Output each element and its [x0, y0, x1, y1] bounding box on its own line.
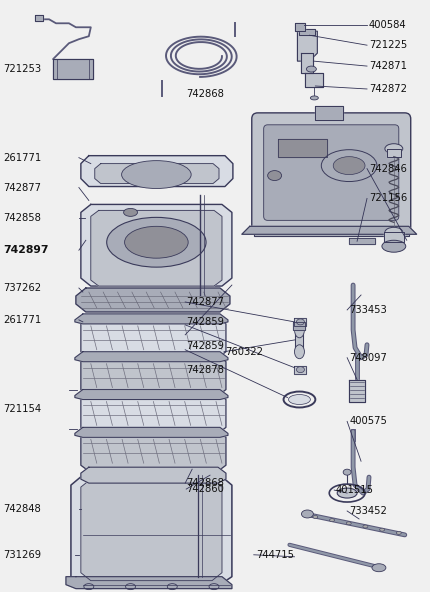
- Polygon shape: [349, 379, 365, 401]
- FancyBboxPatch shape: [264, 125, 399, 220]
- Polygon shape: [81, 318, 226, 358]
- Polygon shape: [81, 467, 226, 483]
- Text: 742860: 742860: [186, 484, 224, 494]
- Polygon shape: [384, 232, 404, 242]
- Text: 742872: 742872: [369, 84, 407, 94]
- Polygon shape: [294, 322, 305, 330]
- Polygon shape: [298, 31, 317, 61]
- Text: 400584: 400584: [369, 20, 407, 30]
- Ellipse shape: [307, 66, 316, 72]
- Text: 748097: 748097: [349, 353, 387, 363]
- Text: 733452: 733452: [349, 506, 387, 516]
- Polygon shape: [81, 156, 233, 186]
- Polygon shape: [35, 15, 43, 21]
- Text: 733453: 733453: [349, 305, 387, 315]
- Text: 742878: 742878: [186, 365, 224, 375]
- Ellipse shape: [382, 240, 406, 252]
- Ellipse shape: [125, 226, 188, 258]
- Ellipse shape: [329, 519, 335, 522]
- Ellipse shape: [296, 366, 304, 372]
- Text: 742897: 742897: [3, 245, 49, 255]
- Polygon shape: [81, 204, 232, 286]
- Ellipse shape: [321, 150, 377, 182]
- Polygon shape: [295, 23, 305, 31]
- Ellipse shape: [295, 345, 304, 359]
- Text: 737262: 737262: [3, 283, 42, 293]
- Polygon shape: [75, 390, 228, 400]
- Text: 721225: 721225: [369, 40, 407, 50]
- Text: 744715: 744715: [256, 550, 294, 560]
- Polygon shape: [349, 238, 375, 244]
- Ellipse shape: [296, 319, 304, 325]
- Polygon shape: [254, 230, 409, 236]
- Ellipse shape: [346, 522, 351, 525]
- Ellipse shape: [385, 227, 403, 237]
- Text: 760322: 760322: [225, 347, 263, 357]
- Polygon shape: [81, 356, 226, 395]
- Ellipse shape: [343, 469, 351, 475]
- Polygon shape: [81, 479, 222, 581]
- Polygon shape: [242, 226, 417, 234]
- Polygon shape: [305, 73, 323, 87]
- Ellipse shape: [396, 532, 401, 535]
- Polygon shape: [301, 53, 313, 73]
- Text: 721156: 721156: [369, 194, 407, 204]
- Text: 742877: 742877: [3, 182, 41, 192]
- Polygon shape: [95, 163, 219, 184]
- FancyBboxPatch shape: [252, 113, 411, 232]
- Polygon shape: [66, 577, 232, 588]
- Polygon shape: [76, 288, 230, 312]
- Text: 261771: 261771: [3, 153, 42, 163]
- Text: 742871: 742871: [369, 61, 407, 71]
- Text: 742868: 742868: [186, 89, 224, 99]
- Polygon shape: [295, 318, 307, 326]
- Text: 742859: 742859: [186, 317, 224, 327]
- Text: 742858: 742858: [3, 213, 41, 223]
- Polygon shape: [81, 432, 226, 471]
- Text: 731269: 731269: [3, 550, 42, 560]
- Text: 742846: 742846: [369, 163, 407, 173]
- Text: 400575: 400575: [349, 416, 387, 426]
- Ellipse shape: [372, 564, 386, 572]
- Ellipse shape: [209, 584, 219, 590]
- Ellipse shape: [84, 584, 94, 590]
- Ellipse shape: [313, 516, 318, 519]
- Ellipse shape: [295, 322, 304, 338]
- Polygon shape: [295, 330, 304, 352]
- Text: 742848: 742848: [3, 504, 41, 514]
- Polygon shape: [387, 149, 401, 157]
- Text: 742868: 742868: [186, 478, 224, 488]
- Text: 261771: 261771: [3, 315, 42, 325]
- Polygon shape: [81, 394, 226, 433]
- Polygon shape: [75, 352, 228, 362]
- Text: 721154: 721154: [3, 404, 42, 414]
- Text: 742877: 742877: [186, 297, 224, 307]
- Polygon shape: [91, 210, 222, 286]
- Ellipse shape: [301, 510, 313, 518]
- Polygon shape: [71, 475, 232, 585]
- Ellipse shape: [123, 208, 138, 216]
- Ellipse shape: [107, 217, 206, 267]
- Polygon shape: [299, 29, 315, 36]
- Ellipse shape: [385, 144, 403, 154]
- Text: 742859: 742859: [186, 341, 224, 351]
- Ellipse shape: [363, 525, 368, 528]
- Ellipse shape: [126, 584, 135, 590]
- Ellipse shape: [333, 157, 365, 175]
- Ellipse shape: [267, 170, 282, 181]
- Ellipse shape: [310, 96, 318, 100]
- Polygon shape: [295, 366, 307, 374]
- Ellipse shape: [122, 160, 191, 188]
- Polygon shape: [53, 59, 93, 79]
- Polygon shape: [75, 314, 228, 324]
- Polygon shape: [315, 106, 343, 120]
- Ellipse shape: [167, 584, 177, 590]
- Text: 721253: 721253: [3, 64, 42, 74]
- Polygon shape: [278, 139, 327, 157]
- Ellipse shape: [337, 488, 357, 498]
- Ellipse shape: [289, 394, 310, 404]
- Ellipse shape: [380, 528, 384, 531]
- Text: 401515: 401515: [335, 485, 373, 495]
- Polygon shape: [75, 427, 228, 437]
